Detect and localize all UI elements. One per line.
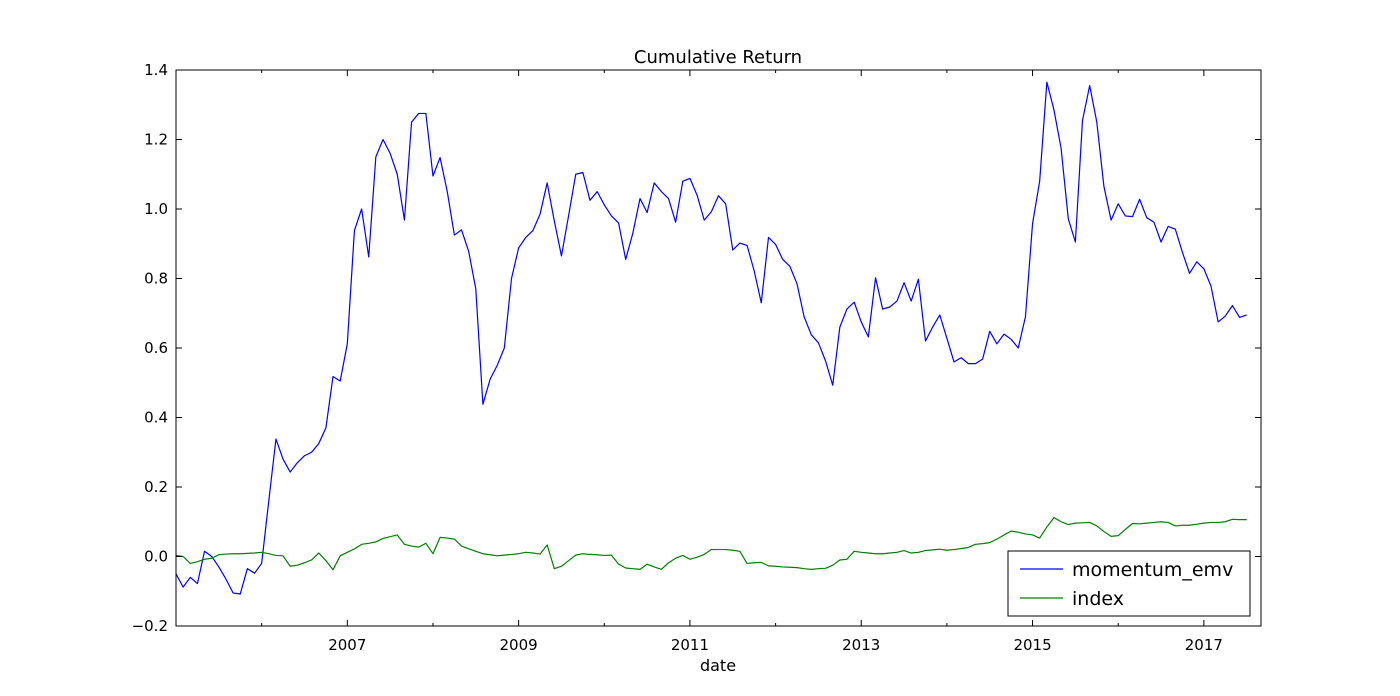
chart-title: Cumulative Return <box>634 47 802 68</box>
legend: momentum_emv index <box>1007 550 1251 617</box>
y-tick-label: 1.0 <box>144 200 168 218</box>
legend-label-momentum-emv: momentum_emv <box>1072 559 1233 581</box>
x-tick-label: 2011 <box>671 636 709 654</box>
y-tick-label: 1.2 <box>144 131 168 149</box>
y-tick-label: 0.6 <box>144 339 168 357</box>
y-tick-label: 0.8 <box>144 270 168 288</box>
series-line-index <box>175 516 1247 571</box>
y-tick-label: 0.0 <box>144 548 168 566</box>
x-tick-label: 2015 <box>1013 636 1051 654</box>
y-tick-label: 0.4 <box>144 409 168 427</box>
x-tick-label: 2017 <box>1185 636 1223 654</box>
legend-box <box>1007 550 1251 617</box>
x-tick-label: 2013 <box>842 636 880 654</box>
y-tick-label: −0.2 <box>132 617 168 635</box>
x-tick-label: 2007 <box>328 636 366 654</box>
axis-ticks: −0.2 0.0 0.2 0.4 0.6 0.8 1.0 1.2 1.4 2007 2009 2011… <box>132 61 1261 654</box>
series-line-momentum-emv <box>175 81 1247 595</box>
x-axis-label: date <box>700 656 736 675</box>
series-layer <box>175 81 1247 595</box>
legend-label-index: index <box>1072 588 1124 610</box>
y-tick-label: 0.2 <box>144 478 168 496</box>
x-tick-label: 2009 <box>500 636 538 654</box>
plot-area-frame <box>175 69 1262 627</box>
y-tick-label: 1.4 <box>144 61 168 79</box>
